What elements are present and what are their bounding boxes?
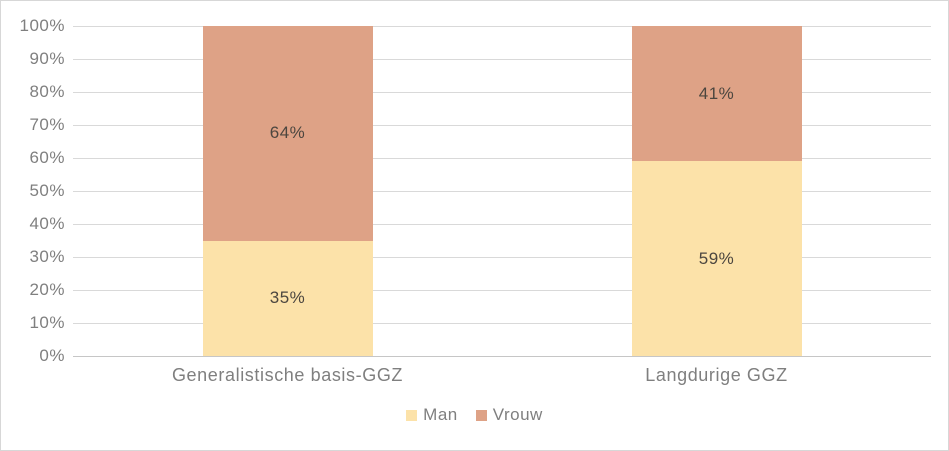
bar-langdurige-ggz: 41% 59% bbox=[631, 26, 802, 356]
y-tick-label: 90% bbox=[29, 49, 65, 68]
y-tick-label: 10% bbox=[29, 313, 65, 332]
gridline bbox=[73, 224, 931, 225]
x-axis-category-labels: Generalistische basis-GGZ Langdurige GGZ bbox=[73, 365, 931, 386]
data-label-man: 59% bbox=[698, 248, 735, 268]
gridline bbox=[73, 290, 931, 291]
y-tick-label: 100% bbox=[19, 16, 65, 35]
plot-area: 64% 35% 41% 59% bbox=[73, 26, 931, 357]
legend-label: Vrouw bbox=[492, 405, 543, 424]
gridline bbox=[73, 257, 931, 258]
y-tick-label: 60% bbox=[29, 148, 65, 167]
y-tick-label: 0% bbox=[39, 346, 65, 365]
y-tick-label: 40% bbox=[29, 214, 65, 233]
y-tick-label: 20% bbox=[29, 280, 65, 299]
gridline bbox=[73, 125, 931, 126]
y-tick-label: 70% bbox=[29, 115, 65, 134]
gridline bbox=[73, 26, 931, 27]
legend-label: Man bbox=[423, 405, 458, 424]
data-label-man: 35% bbox=[269, 288, 306, 308]
category-label: Generalistische basis-GGZ bbox=[171, 365, 404, 385]
segment-vrouw: 41% bbox=[631, 26, 802, 162]
segment-man: 59% bbox=[631, 161, 802, 356]
segment-man: 35% bbox=[202, 240, 373, 356]
legend-item-man: Man bbox=[406, 405, 458, 425]
y-tick-label: 50% bbox=[29, 181, 65, 200]
category-label: Langdurige GGZ bbox=[645, 365, 788, 385]
legend-item-vrouw: Vrouw bbox=[475, 405, 543, 425]
legend-swatch-vrouw bbox=[475, 409, 487, 421]
gridline bbox=[73, 92, 931, 93]
gridline bbox=[73, 59, 931, 60]
x-axis-line bbox=[73, 356, 931, 357]
y-tick-label: 80% bbox=[29, 82, 65, 101]
gridline bbox=[73, 158, 931, 159]
y-axis-tick-labels: 100% 90% 80% 70% 60% 50% 40% 30% 20% 10% 0% bbox=[1, 16, 65, 365]
segment-vrouw: 64% bbox=[202, 26, 373, 241]
y-tick-label: 30% bbox=[29, 247, 65, 266]
bar-generalistische-basis-ggz: 64% 35% bbox=[202, 26, 373, 356]
legend: Man Vrouw bbox=[1, 405, 948, 425]
legend-swatch-man bbox=[406, 409, 418, 421]
gridline bbox=[73, 191, 931, 192]
data-label-vrouw: 64% bbox=[269, 123, 306, 143]
data-label-vrouw: 41% bbox=[698, 83, 735, 103]
gridline bbox=[73, 323, 931, 324]
